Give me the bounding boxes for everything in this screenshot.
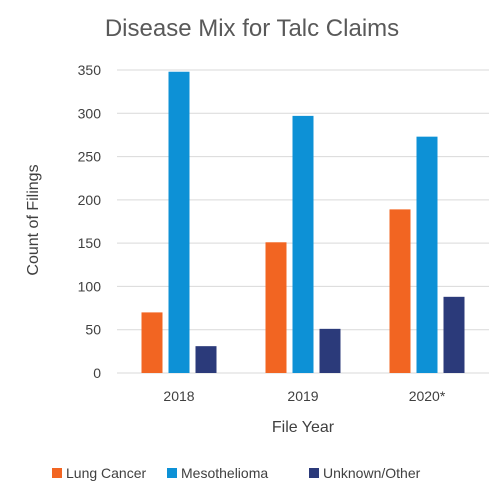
legend-swatch — [52, 468, 62, 478]
chart-title: Disease Mix for Talc Claims — [105, 15, 399, 42]
x-tick-label: 2019 — [287, 388, 318, 404]
legend-item: Lung Cancer — [52, 465, 147, 481]
y-axis-ticks: 0 50 100 150 200 250 300 350 — [78, 62, 102, 381]
legend-label: Unknown/Other — [323, 465, 421, 481]
legend-label: Mesothelioma — [181, 465, 268, 481]
y-tick-label: 250 — [78, 149, 102, 165]
y-tick-label: 350 — [78, 62, 102, 78]
x-axis-label: File Year — [272, 419, 335, 436]
bar-unknown-other-2018 — [195, 346, 217, 373]
bar-lung-cancer-2020 — [389, 209, 411, 373]
legend-swatch — [309, 468, 319, 478]
y-tick-label: 100 — [78, 278, 102, 294]
bar-unknown-other-2019 — [319, 328, 341, 373]
legend-label: Lung Cancer — [66, 465, 147, 481]
legend: Lung Cancer Mesothelioma Unknown/Other — [52, 465, 421, 481]
y-tick-label: 50 — [85, 322, 101, 338]
y-tick-label: 300 — [78, 105, 102, 121]
x-tick-label: 2020* — [409, 388, 446, 404]
y-tick-label: 0 — [93, 365, 101, 381]
y-axis-label: Count of Filings — [25, 164, 42, 275]
x-tick-label: 2018 — [163, 388, 194, 404]
bar-lung-cancer-2018 — [141, 312, 163, 373]
bar-lung-cancer-2019 — [265, 242, 287, 373]
bar-mesothelioma-2020 — [416, 136, 438, 373]
y-tick-label: 200 — [78, 192, 102, 208]
bar-unknown-other-2020 — [443, 296, 465, 373]
bars — [141, 71, 465, 373]
x-axis-ticks: 2018 2019 2020* — [163, 388, 445, 404]
y-tick-label: 150 — [78, 235, 102, 251]
legend-item: Unknown/Other — [309, 465, 421, 481]
legend-swatch — [167, 468, 177, 478]
legend-item: Mesothelioma — [167, 465, 268, 481]
bar-mesothelioma-2019 — [292, 115, 314, 373]
bar-mesothelioma-2018 — [168, 71, 190, 373]
